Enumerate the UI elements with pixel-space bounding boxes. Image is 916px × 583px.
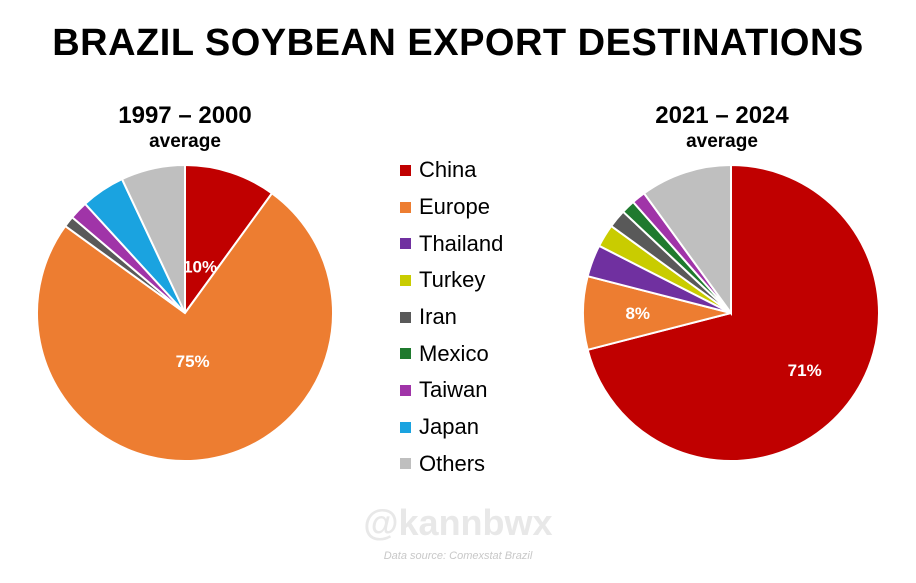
legend-item-china: China: [400, 152, 503, 189]
legend-item-others: Others: [400, 446, 503, 483]
legend-swatch-europe: [400, 201, 411, 213]
legend-label: Iran: [419, 304, 457, 330]
pie-label-2021-2024-europe: 8%: [625, 304, 650, 323]
watermark: @kannbwx: [363, 502, 553, 543]
chart-title: BRAZIL SOYBEAN EXPORT DESTINATIONS: [52, 22, 864, 64]
legend-swatch-others: [400, 458, 411, 470]
pie-title-left: 1997 – 2000 average: [35, 102, 335, 154]
legend-swatch-turkey: [400, 274, 411, 286]
legend-label: Mexico: [419, 340, 489, 366]
legend-label: Japan: [419, 414, 479, 440]
pie-label-1997-2000-china: 10%: [183, 258, 217, 277]
legend-label: Others: [419, 450, 486, 476]
pie-label-1997-2000-europe: 75%: [176, 352, 210, 371]
pie-slice-1997-2000-others: [120, 163, 186, 314]
legend-item-japan: Japan: [400, 409, 503, 446]
pie-chart-2021-2024: 71% 8%: [582, 163, 880, 462]
legend-label: Turkey: [419, 267, 486, 293]
data-source-note: Data source: Comexstat Brazil: [383, 550, 533, 562]
pie-title-right-subtitle: average: [686, 131, 758, 152]
legend-item-iran: Iran: [400, 299, 503, 336]
pie-label-2021-2024-china: 71%: [788, 361, 822, 380]
legend-label: Thailand: [419, 230, 504, 256]
legend-item-turkey: Turkey: [400, 262, 503, 299]
legend-label: Europe: [419, 194, 490, 220]
pie-chart-1997-2000: 10% 75%: [36, 163, 334, 462]
pie-slice-2021-2024-others: [642, 163, 732, 317]
legend-item-europe: Europe: [400, 189, 503, 226]
legend-item-thailand: Thailand: [400, 225, 503, 262]
legend-swatch-china: [400, 164, 411, 176]
pie-title-right-period: 2021 – 2024: [655, 102, 789, 129]
legend-item-taiwan: Taiwan: [400, 372, 503, 409]
legend-label: China: [419, 157, 477, 183]
legend-swatch-iran: [400, 311, 411, 323]
pie-title-left-subtitle: average: [149, 131, 221, 152]
pie-slice-2021-2024-china: [586, 163, 880, 462]
legend-swatch-mexico: [400, 348, 411, 360]
legend-swatch-japan: [400, 421, 411, 433]
legend-item-mexico: Mexico: [400, 335, 503, 372]
pie-slice-1997-2000-china: [184, 163, 274, 317]
legend-swatch-thailand: [400, 238, 411, 250]
legend-label: Taiwan: [419, 377, 488, 403]
pie-title-right: 2021 – 2024 average: [572, 102, 872, 154]
legend: China Europe Thailand Turkey Iran Mexico Taiwa…: [400, 152, 503, 482]
legend-swatch-taiwan: [400, 384, 411, 396]
pie-title-left-period: 1997 – 2000: [118, 102, 252, 129]
